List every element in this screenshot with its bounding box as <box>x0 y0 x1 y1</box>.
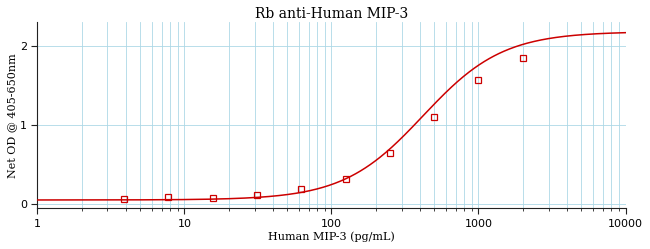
Y-axis label: Net OD @ 405-650nm: Net OD @ 405-650nm <box>7 53 17 178</box>
X-axis label: Human MIP-3 (pg/mL): Human MIP-3 (pg/mL) <box>268 232 395 242</box>
Title: Rb anti-Human MIP-3: Rb anti-Human MIP-3 <box>255 7 408 21</box>
